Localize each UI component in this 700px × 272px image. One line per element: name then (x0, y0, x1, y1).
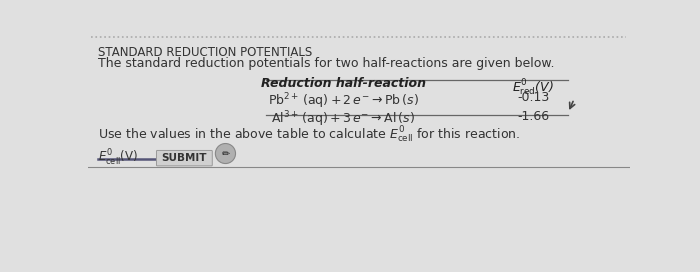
Circle shape (216, 144, 235, 163)
Text: $E^{0}_{\mathrm{red}}$(V): $E^{0}_{\mathrm{red}}$(V) (512, 77, 554, 98)
Text: SUBMIT: SUBMIT (162, 153, 207, 163)
Text: The standard reduction potentials for two half-reactions are given below.: The standard reduction potentials for tw… (98, 57, 555, 70)
FancyBboxPatch shape (157, 150, 212, 166)
Text: -0.13: -0.13 (517, 91, 550, 104)
Text: ✏: ✏ (221, 149, 230, 159)
Text: $\mathrm{Pb}^{2+}\,(\mathrm{aq}) + 2\,e^{-} \rightarrow \mathrm{Pb}\,(s)$: $\mathrm{Pb}^{2+}\,(\mathrm{aq}) + 2\,e^… (268, 91, 419, 111)
Text: Reduction half-reaction: Reduction half-reaction (260, 77, 426, 90)
Text: -1.66: -1.66 (517, 110, 550, 123)
Text: STANDARD REDUCTION POTENTIALS: STANDARD REDUCTION POTENTIALS (98, 46, 313, 59)
Text: Use the values in the above table to calculate $E^{0}_{\mathrm{cell}}$ for this : Use the values in the above table to cal… (98, 125, 521, 145)
Text: $E^{0}_{\mathrm{cell}}$(V): $E^{0}_{\mathrm{cell}}$(V) (98, 148, 139, 168)
Text: $\mathrm{Al}^{3+}\,(\mathrm{aq}) + 3\,e^{-} \rightarrow \mathrm{Al}\,(s)$: $\mathrm{Al}^{3+}\,(\mathrm{aq}) + 3\,e^… (271, 110, 415, 129)
